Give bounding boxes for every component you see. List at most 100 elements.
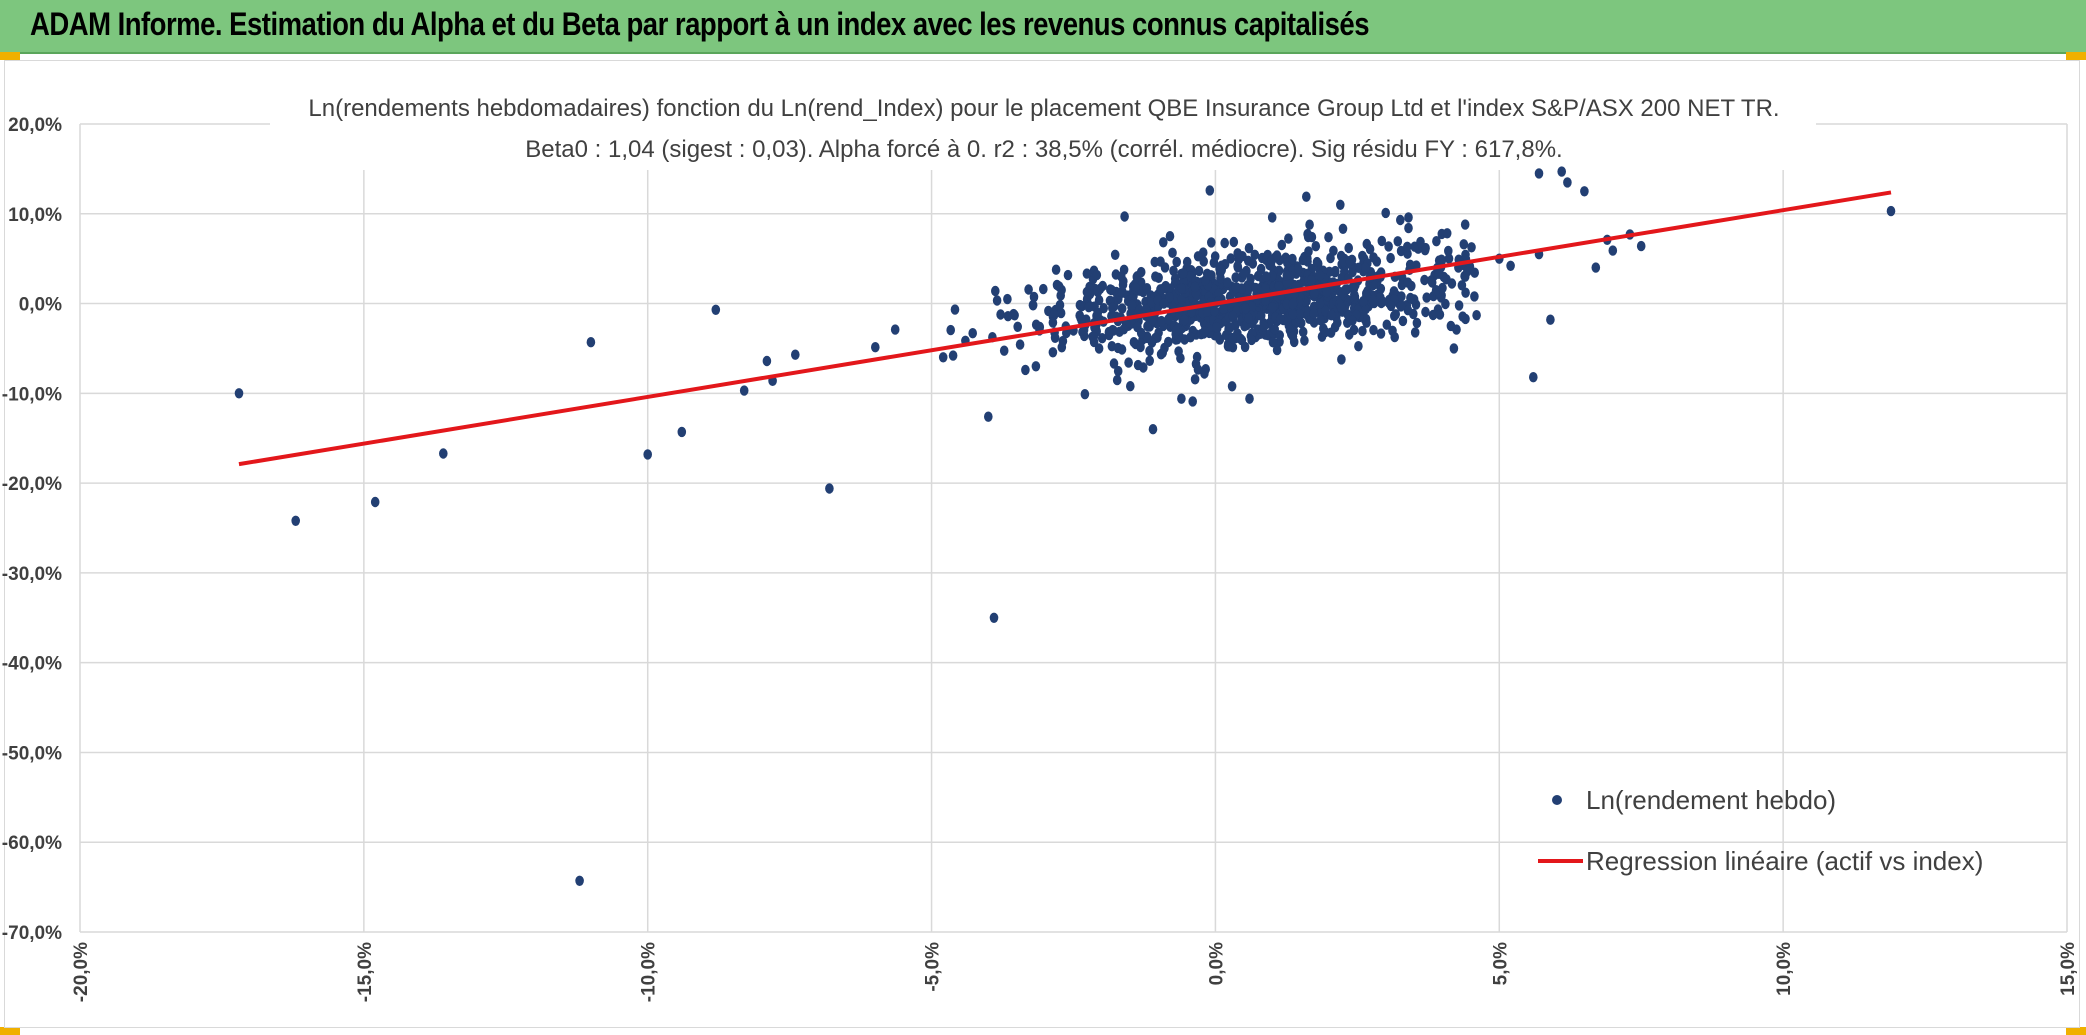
data-point: [1092, 269, 1102, 281]
data-point: [1226, 253, 1236, 264]
data-point: [1391, 309, 1400, 320]
data-point: [1420, 274, 1429, 286]
data-point: [1302, 191, 1311, 202]
data-point: [1082, 268, 1092, 279]
data-point: [1546, 314, 1555, 325]
data-point: [1261, 295, 1270, 306]
data-point: [1404, 212, 1413, 223]
data-point: [1248, 258, 1258, 269]
data-point: [991, 285, 1000, 297]
data-point: [1295, 308, 1304, 320]
data-point: [1190, 374, 1200, 385]
regression-line: [238, 190, 1892, 467]
data-point: [1217, 264, 1226, 276]
data-point: [1212, 321, 1221, 333]
data-point: [1228, 332, 1237, 344]
data-point: [1345, 255, 1355, 267]
data-point: [1056, 290, 1065, 301]
data-point: [1459, 239, 1469, 250]
corner-marker: [0, 1027, 20, 1035]
legend-label-line: Regression linéaire (actif vs index): [1586, 846, 1983, 876]
data-point: [1403, 241, 1412, 252]
x-tick-label: 15,0%: [2058, 942, 2079, 996]
title-background: [270, 82, 1816, 170]
data-point: [1325, 266, 1334, 277]
data-point: [1098, 280, 1107, 292]
chart-title-line1: Ln(rendements hebdomadaires) fonction du…: [308, 95, 1779, 122]
x-tick-label: 5,0%: [1490, 942, 1511, 985]
data-point: [1396, 301, 1406, 312]
data-point: [1557, 166, 1566, 177]
data-point: [1050, 332, 1060, 343]
data-point: [1216, 272, 1225, 284]
data-point: [1159, 298, 1169, 309]
x-tick-label: -10,0%: [639, 942, 660, 1002]
y-axis-ticks: 20,0% 10,0% 0,0% -10,0% -20,0% -30,0% -40,0% -5…: [2, 115, 62, 944]
data-point: [1427, 277, 1437, 288]
data-point: [1142, 283, 1152, 294]
data-point: [1015, 339, 1025, 350]
data-point: [1182, 256, 1192, 268]
data-point: [1284, 233, 1293, 244]
data-point: [1369, 252, 1378, 263]
data-point: [711, 304, 721, 315]
data-point: [890, 324, 900, 335]
data-point: [1104, 326, 1114, 338]
data-point: [1272, 250, 1282, 261]
data-point: [1506, 260, 1515, 271]
data-point: [1029, 291, 1039, 303]
data-point: [1209, 257, 1219, 268]
data-point: [1131, 282, 1140, 293]
data-point: [1226, 322, 1235, 333]
data-point: [739, 385, 749, 396]
data-point: [1435, 309, 1445, 320]
data-point: [791, 349, 800, 360]
data-point: [1529, 372, 1538, 383]
data-point: [1376, 283, 1386, 294]
data-point: [1220, 237, 1229, 249]
data-point: [1080, 389, 1090, 400]
data-point: [1055, 299, 1065, 311]
data-point: [992, 295, 1002, 306]
data-point: [1470, 267, 1479, 278]
data-point: [1354, 341, 1363, 352]
data-point: [1177, 283, 1186, 294]
data-point: [1636, 240, 1646, 252]
data-point: [1416, 236, 1425, 248]
data-point: [1048, 347, 1058, 358]
data-point: [1377, 235, 1387, 247]
x-tick-label: -15,0%: [355, 942, 376, 1002]
data-point: [1113, 365, 1123, 377]
data-point: [1157, 315, 1166, 327]
data-point: [1021, 364, 1030, 376]
data-point: [1272, 344, 1282, 356]
x-tick-label: 10,0%: [1774, 942, 1795, 996]
data-point: [1247, 301, 1257, 313]
y-tick-label: -20,0%: [2, 474, 62, 495]
data-point: [871, 342, 880, 353]
y-tick-label: 10,0%: [8, 205, 62, 226]
data-point: [1168, 247, 1177, 258]
data-point: [1231, 272, 1240, 283]
data-point: [1214, 288, 1223, 299]
data-point: [1324, 232, 1333, 243]
data-point: [946, 324, 955, 336]
data-point: [1275, 313, 1285, 325]
data-point: [1386, 300, 1396, 312]
data-point: [1129, 337, 1139, 348]
data-point: [1048, 317, 1058, 328]
data-point: [1472, 310, 1481, 321]
data-point: [1282, 299, 1292, 310]
data-point: [1260, 283, 1270, 295]
legend-marker-points: [1552, 795, 1562, 805]
data-point: [1608, 245, 1618, 256]
data-point: [968, 328, 977, 339]
data-point: [1327, 310, 1336, 321]
data-point: [1177, 393, 1186, 404]
data-point: [1288, 331, 1298, 342]
data-point: [999, 345, 1009, 356]
x-tick-label: -5,0%: [923, 942, 944, 992]
data-point: [1193, 364, 1203, 375]
data-point: [1077, 315, 1086, 326]
data-point: [1420, 245, 1430, 256]
